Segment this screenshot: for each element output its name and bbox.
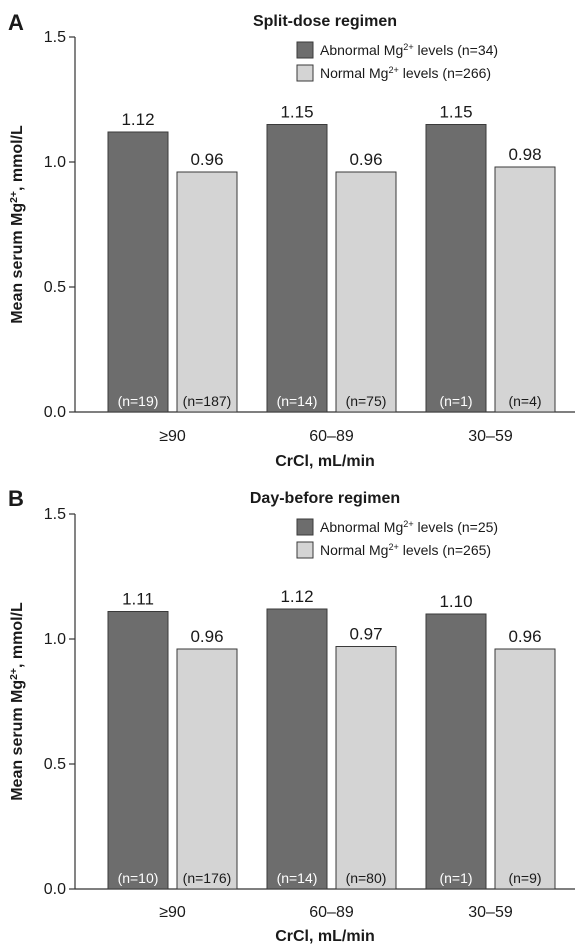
legend-entry: Normal Mg2+ levels (n=265) — [320, 542, 491, 558]
y-axis-label: Mean serum Mg2+, mmol/L — [9, 125, 27, 324]
bar — [107, 131, 169, 413]
x-tick-label: 30–59 — [468, 428, 513, 445]
bar-n-label: (n=176) — [183, 870, 232, 886]
y-tick-label: 1.0 — [44, 631, 66, 648]
panel-a: A Split-dose regimen 0.0 0.5 1.0 1.5 Mean seru… — [8, 10, 575, 470]
bar-value-label: 0.96 — [190, 627, 223, 646]
y-tick-label: 0.0 — [44, 404, 66, 421]
bar — [425, 613, 487, 890]
x-tick-label: 30–59 — [468, 904, 513, 921]
y-tick-label: 1.5 — [44, 29, 66, 46]
bar — [266, 124, 328, 413]
y-tick-label: 0.5 — [44, 756, 66, 773]
bar-value-label: 1.12 — [121, 110, 154, 129]
bar-value-label: 1.12 — [280, 587, 313, 606]
bar-value-label: 0.97 — [349, 625, 382, 644]
bar-value-label: 0.98 — [508, 145, 541, 164]
legend-swatch — [296, 541, 314, 559]
bar-n-label: (n=80) — [346, 870, 387, 886]
legend-swatch — [296, 64, 314, 82]
bar — [107, 611, 169, 890]
x-axis-label: CrCl, mL/min — [275, 928, 375, 945]
bar-n-label: (n=1) — [439, 870, 472, 886]
x-tick-label: ≥90 — [159, 428, 186, 445]
bar-value-label: 1.15 — [280, 103, 313, 122]
legend-swatch — [296, 518, 314, 536]
bar — [494, 648, 556, 890]
bar-n-label: (n=14) — [277, 393, 318, 409]
y-tick-label: 0.0 — [44, 881, 66, 898]
panel-letter: B — [8, 486, 24, 511]
bar — [425, 124, 487, 413]
bar-value-label: 0.96 — [190, 150, 223, 169]
bar-value-label: 0.96 — [349, 150, 382, 169]
y-axis-label: Mean serum Mg2+, mmol/L — [9, 602, 27, 801]
bar-n-label: (n=10) — [118, 870, 159, 886]
bar-value-label: 1.15 — [439, 103, 472, 122]
bar-value-label: 1.10 — [439, 592, 472, 611]
y-tick-label: 0.5 — [44, 279, 66, 296]
bar — [266, 608, 328, 890]
x-tick-label: 60–89 — [309, 904, 354, 921]
chart-title: Day-before regimen — [250, 490, 400, 507]
x-tick-label: ≥90 — [159, 904, 186, 921]
legend-entry: Abnormal Mg2+ levels (n=25) — [320, 519, 498, 535]
bar — [176, 648, 238, 890]
bar-value-label: 0.96 — [508, 627, 541, 646]
bar-n-label: (n=75) — [346, 393, 387, 409]
bar — [494, 166, 556, 413]
bar-n-label: (n=4) — [508, 393, 541, 409]
bar — [335, 646, 397, 890]
bar — [176, 171, 238, 413]
legend-entry: Normal Mg2+ levels (n=266) — [320, 65, 491, 81]
bar-n-label: (n=9) — [508, 870, 541, 886]
bar-n-label: (n=19) — [118, 393, 159, 409]
bar — [335, 171, 397, 413]
x-axis-label: CrCl, mL/min — [275, 453, 375, 470]
bar-n-label: (n=1) — [439, 393, 472, 409]
legend-swatch — [296, 41, 314, 59]
y-tick-label: 1.5 — [44, 506, 66, 523]
bar-value-label: 1.11 — [122, 590, 154, 609]
bar-n-label: (n=14) — [277, 870, 318, 886]
y-tick-label: 1.0 — [44, 154, 66, 171]
bar-n-label: (n=187) — [183, 393, 232, 409]
panel-b: B Day-before regimen 0.0 0.5 1.0 1.5 Mean seru… — [8, 486, 575, 945]
legend-entry: Abnormal Mg2+ levels (n=34) — [320, 42, 498, 58]
x-tick-label: 60–89 — [309, 428, 354, 445]
panel-letter: A — [8, 10, 24, 35]
chart-title: Split-dose regimen — [253, 13, 397, 30]
